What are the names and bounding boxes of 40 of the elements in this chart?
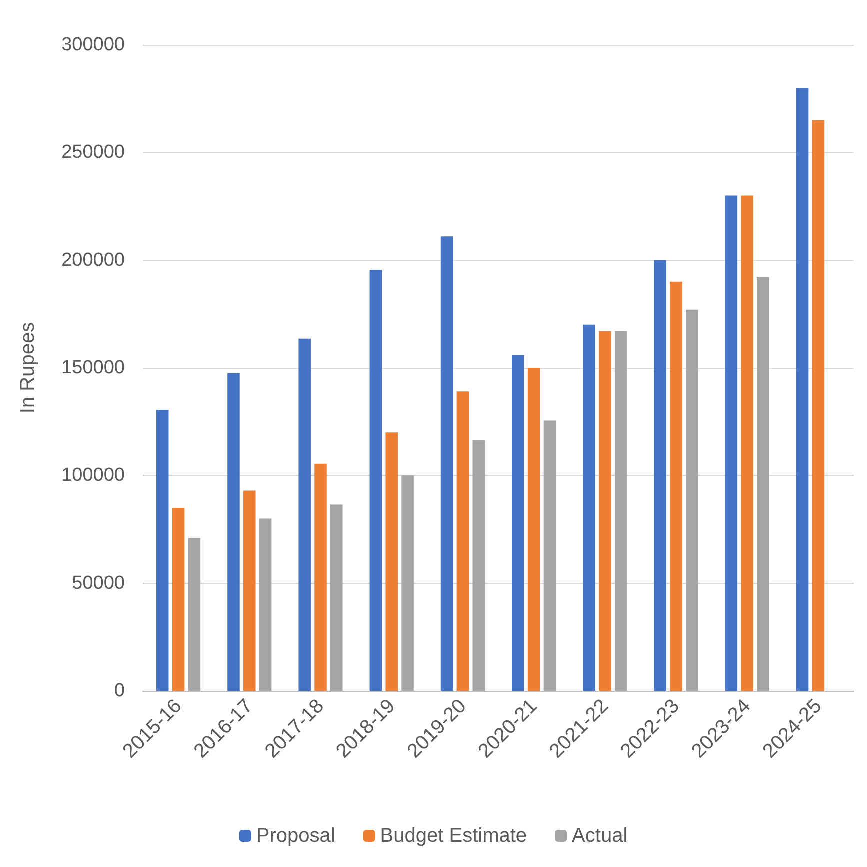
bar	[456, 392, 470, 691]
bar	[670, 282, 682, 691]
bar	[244, 490, 256, 691]
bar	[298, 338, 311, 691]
y-tick-label: 150000	[62, 358, 125, 378]
y-tick-label: 300000	[62, 34, 125, 56]
legend-label: Actual	[572, 825, 628, 847]
bar	[614, 331, 628, 691]
y-tick-label: 100000	[62, 465, 125, 486]
y-axis-title: In Rupees	[17, 322, 39, 414]
legend-label: Budget Estimate	[380, 825, 528, 847]
bar	[796, 88, 809, 691]
bar	[370, 270, 382, 691]
y-tick-label: 0	[114, 680, 125, 702]
bar	[228, 373, 240, 691]
bar	[156, 410, 169, 691]
bar	[686, 310, 698, 691]
legend-label: Proposal	[256, 825, 336, 847]
bar	[172, 508, 185, 691]
bar	[812, 120, 825, 691]
bar	[583, 324, 596, 691]
y-tick-label: 50000	[72, 572, 125, 594]
bar	[757, 278, 770, 691]
bar	[725, 196, 738, 691]
y-tick-label: 200000	[62, 250, 125, 271]
bar	[386, 432, 398, 691]
bar	[741, 196, 754, 691]
bar	[599, 331, 612, 691]
bar	[512, 355, 524, 691]
bar	[188, 538, 201, 691]
bar	[440, 236, 454, 691]
bar	[654, 260, 666, 691]
bar	[544, 420, 556, 691]
bar	[314, 464, 327, 691]
bar	[259, 518, 272, 691]
bar	[330, 504, 343, 691]
bar	[402, 476, 414, 691]
bar	[472, 440, 485, 691]
y-tick-label: 250000	[62, 142, 125, 164]
bar	[528, 368, 540, 691]
